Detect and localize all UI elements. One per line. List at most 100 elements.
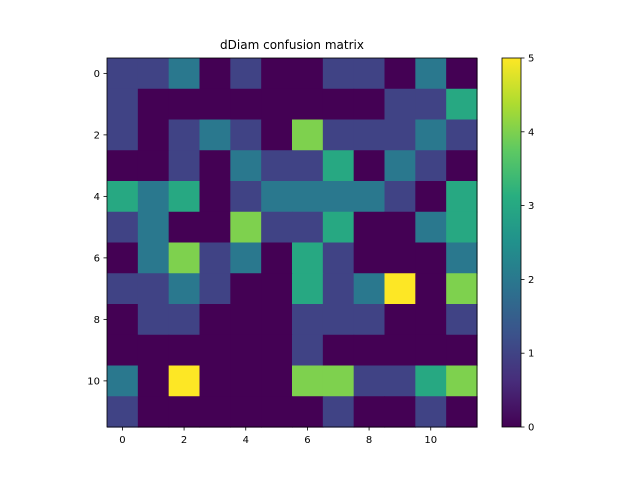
heatmap-cell <box>199 334 231 367</box>
heatmap-cell <box>415 242 447 274</box>
heatmap-cell <box>230 119 262 151</box>
heatmap-cell <box>168 181 201 213</box>
heatmap-cell <box>446 211 478 244</box>
heatmap-cell <box>199 88 231 121</box>
heatmap-cell <box>446 119 478 151</box>
heatmap-cell <box>415 334 447 367</box>
heatmap-cell <box>137 119 170 151</box>
heatmap-cell <box>168 150 201 182</box>
heatmap-cell <box>322 150 355 182</box>
heatmap-cell <box>384 304 416 336</box>
heatmap-cell <box>199 119 231 151</box>
heatmap-cell <box>168 273 201 305</box>
heatmap-cell <box>353 150 386 182</box>
heatmap-cell <box>415 304 447 336</box>
heatmap-cell <box>230 396 262 428</box>
colorbar-axis: 0 1 2 3 4 5 <box>521 54 534 434</box>
heatmap-cell <box>137 365 170 397</box>
heatmap-cell <box>322 365 355 397</box>
heatmap-cell <box>230 211 262 244</box>
heatmap-cell <box>107 88 139 121</box>
colorbar-tick-label: 4 <box>528 127 534 138</box>
heatmap-cell <box>168 334 201 367</box>
heatmap-cell <box>384 365 416 397</box>
x-tick-label: 0 <box>119 435 125 446</box>
heatmap-cell <box>415 273 447 305</box>
heatmap-cell <box>199 181 231 213</box>
heatmap-cell <box>446 88 478 121</box>
heatmap-cell <box>230 334 262 367</box>
heatmap-cell <box>168 88 201 121</box>
heatmap-cell <box>353 334 386 367</box>
plot-frame <box>106 57 478 428</box>
heatmap-cell <box>168 396 201 428</box>
x-axis: 0 2 4 6 8 10 <box>119 427 437 446</box>
heatmap-cell <box>261 150 293 182</box>
heatmap-cell <box>384 396 416 428</box>
heatmap-cell <box>230 365 262 397</box>
heatmap-cell <box>230 304 262 336</box>
x-tick-label: 4 <box>243 435 249 446</box>
heatmap-cell <box>292 365 324 397</box>
heatmap-cell <box>322 242 355 274</box>
heatmap-cell <box>446 58 478 90</box>
heatmap-cell <box>322 273 355 305</box>
heatmap-cell <box>384 242 416 274</box>
heatmap-cell <box>292 396 324 428</box>
heatmap-cell <box>446 242 478 274</box>
heatmap-cell <box>353 58 386 90</box>
heatmap-cell <box>137 304 170 336</box>
heatmap-cell <box>261 181 293 213</box>
heatmap-cell <box>353 273 386 305</box>
heatmap-cell <box>261 242 293 274</box>
heatmap-cell <box>415 58 447 90</box>
heatmap-cell <box>199 242 231 274</box>
heatmap-cell <box>384 88 416 121</box>
colorbar-tick-label: 0 <box>528 423 534 434</box>
heatmap-cell <box>107 181 139 213</box>
heatmap-cell <box>415 365 447 397</box>
heatmap-cell <box>415 88 447 121</box>
colorbar-tick-label: 1 <box>528 349 534 360</box>
heatmap-cell <box>353 304 386 336</box>
heatmap-cell <box>137 334 170 367</box>
heatmap-cell <box>322 334 355 367</box>
y-axis: 0 2 4 6 8 10 <box>87 69 107 387</box>
heatmap-cell <box>322 396 355 428</box>
heatmap-cell <box>137 88 170 121</box>
heatmap-cell <box>230 150 262 182</box>
heatmap-cell <box>446 273 478 305</box>
chart-title: dDiam confusion matrix <box>220 38 364 52</box>
heatmap-cell <box>292 211 324 244</box>
heatmap-cell <box>107 273 139 305</box>
heatmap-cell <box>415 181 447 213</box>
heatmap-cell <box>292 88 324 121</box>
heatmap-cell <box>230 242 262 274</box>
heatmap-cell <box>353 365 386 397</box>
heatmap-cell <box>322 211 355 244</box>
heatmap-cell <box>384 273 416 305</box>
heatmap-cell <box>322 181 355 213</box>
heatmap-cell <box>292 150 324 182</box>
heatmap-cell <box>353 88 386 121</box>
heatmap-cell <box>292 334 324 367</box>
heatmap-cell <box>322 58 355 90</box>
heatmap-cell <box>415 211 447 244</box>
heatmap-cell <box>384 119 416 151</box>
heatmap-cell <box>353 211 386 244</box>
heatmap-cell <box>261 304 293 336</box>
heatmap-cell <box>261 88 293 121</box>
heatmap-cell <box>168 304 201 336</box>
y-tick-label: 6 <box>94 253 100 264</box>
heatmap-cell <box>322 88 355 121</box>
heatmap-cell <box>137 181 170 213</box>
heatmap-cell <box>107 242 139 274</box>
colorbar <box>501 57 522 428</box>
x-tick-label: 6 <box>304 435 310 446</box>
heatmap-cell <box>322 304 355 336</box>
heatmap-cell <box>230 58 262 90</box>
y-tick-label: 10 <box>87 376 100 387</box>
heatmap-cell <box>199 273 231 305</box>
heatmap-cell <box>137 150 170 182</box>
heatmap-cell <box>353 119 386 151</box>
